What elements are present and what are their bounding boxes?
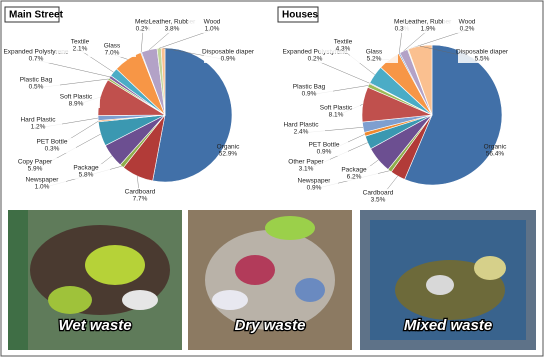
- slice-label: Disposable diaper: [456, 49, 509, 56]
- slice-value: 0.2%: [308, 56, 323, 63]
- slice-value: 52.9%: [219, 151, 238, 158]
- slice-value: 5.2%: [367, 56, 382, 63]
- slice-value: 0.9%: [302, 91, 317, 98]
- slice-label: Wood: [204, 19, 221, 26]
- slice-label: Package: [73, 165, 99, 172]
- slice-label: Hard Plastic: [283, 122, 319, 129]
- slice-value: 2.4%: [294, 129, 309, 136]
- slice-label: PET Bottle: [309, 142, 340, 149]
- slice-value: 3.8%: [165, 26, 180, 33]
- slice-value: 1.9%: [421, 26, 436, 33]
- slice-label: Copy Paper: [18, 159, 53, 166]
- photo-caption: Dry waste: [235, 317, 306, 334]
- slice-value: 5.9%: [28, 166, 43, 173]
- slice-label: Glass: [104, 43, 121, 50]
- slice-label: Organic: [217, 144, 241, 151]
- slice-value: 2.1%: [73, 46, 88, 53]
- slice-label: Organic: [484, 144, 508, 151]
- slice-value: 4.3%: [336, 46, 351, 53]
- slice-value: 56.4%: [486, 151, 505, 158]
- slice-value: 8.1%: [329, 112, 344, 119]
- slice-label: Textile: [334, 39, 353, 46]
- slice-label: Plastic Bag: [293, 84, 326, 91]
- chart-title: Houses: [282, 10, 319, 21]
- slice-label: Plastic Bag: [20, 77, 53, 84]
- slice-label: Glass: [366, 49, 383, 56]
- slice-label: Wood: [459, 19, 476, 26]
- chart-title: Main Street: [9, 10, 64, 21]
- slice-value: 0.2%: [460, 26, 475, 33]
- slice-value: 7.7%: [133, 196, 148, 203]
- photo-caption: Wet waste: [58, 317, 131, 334]
- slice-label: Other Paper: [288, 159, 324, 166]
- slice-value: 1.2%: [31, 124, 46, 131]
- slice-value: 0.9%: [317, 149, 332, 156]
- slice-value: 5.5%: [475, 56, 490, 63]
- slice-label: Newspaper: [298, 178, 332, 185]
- slice-value: 3.1%: [299, 166, 314, 173]
- slice-label: PET Bottle: [37, 139, 68, 146]
- slice-value: 5.8%: [79, 172, 94, 179]
- slice-value: 0.9%: [221, 56, 236, 63]
- slice-label: Soft Plastic: [320, 105, 353, 112]
- slice-label: Disposable diaper: [202, 49, 255, 56]
- slice-value: 0.7%: [29, 56, 44, 63]
- slice-value: 0.9%: [307, 185, 322, 192]
- slice-value: 8.9%: [69, 101, 84, 108]
- slice-value: 7.0%: [105, 50, 120, 57]
- slice-label: Cardboard: [125, 189, 156, 196]
- slice-label: Newspaper: [26, 177, 60, 184]
- slice-value: 6.2%: [347, 174, 362, 181]
- slice-label: Package: [341, 167, 367, 174]
- slice-label: Soft Plastic: [60, 94, 93, 101]
- slice-label: Cardboard: [363, 190, 394, 197]
- photo-caption: Mixed waste: [404, 317, 492, 334]
- slice-value: 0.5%: [29, 84, 44, 91]
- slice-value: 0.3%: [45, 146, 60, 153]
- slice-value: 1.0%: [205, 26, 220, 33]
- slice-value: 1.0%: [35, 184, 50, 191]
- slice-value: 3.5%: [371, 197, 386, 204]
- slice-label: Hard Plastic: [20, 117, 56, 124]
- slice-label: Textile: [71, 39, 90, 46]
